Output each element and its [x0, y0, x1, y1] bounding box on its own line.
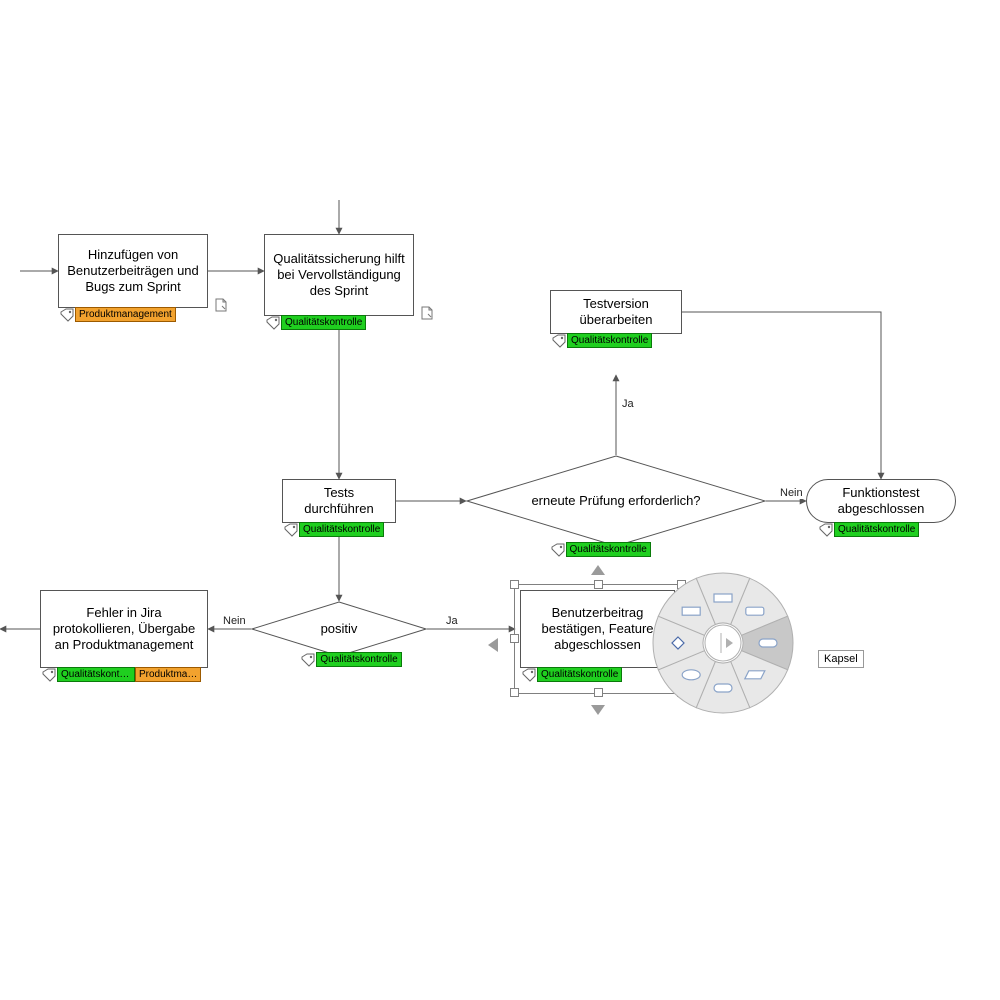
tag-quality: Qualitätskontrolle [316, 652, 401, 667]
tag-row: QualitätskontrolleProduktma… [41, 667, 208, 682]
selection-handle[interactable] [510, 580, 519, 589]
tag-row: Produktmanagement [59, 307, 208, 322]
tag-icon [818, 523, 834, 537]
tag-quality: Qualitätskontrolle [834, 522, 919, 537]
selection-handle[interactable] [594, 580, 603, 589]
tag-row: Qualitätskontrolle [551, 333, 682, 348]
edge-label-no: Nein [221, 615, 248, 627]
node-n4[interactable]: Testversion überarbeitenQualitätskontrol… [550, 290, 682, 348]
radial-mini-ellipse-icon [682, 670, 700, 680]
tag-quality: Qualitätskontrolle [281, 315, 366, 330]
tag-icon [41, 668, 57, 682]
radial-mini-rect-icon [714, 594, 732, 602]
radial-mini-capsule2-icon [714, 684, 732, 692]
tag-quality: Qualitätskontrolle [567, 333, 652, 348]
selection-handle[interactable] [594, 688, 603, 697]
node-n2[interactable]: Qualitätssicherung hilft bei Vervollstän… [264, 234, 414, 330]
tag-icon [300, 653, 316, 667]
terminator-c1[interactable]: Funktionstest abgeschlossenQualitätskont… [806, 479, 956, 537]
tag-row: Qualitätskontrolle [265, 315, 414, 330]
node-n5[interactable]: Fehler in Jira protokollieren, Übergabe … [40, 590, 208, 682]
tag-quality: Qualitätskontrolle [299, 522, 384, 537]
edge [682, 312, 881, 479]
node-n1[interactable]: Hinzufügen von Benutzerbeiträgen und Bug… [58, 234, 208, 322]
decision-label: erneute Prüfung erforderlich? [466, 455, 766, 547]
tag-icon [265, 316, 281, 330]
diagram-canvas: Hinzufügen von Benutzerbeiträgen und Bug… [0, 0, 1000, 1000]
decision-d1[interactable]: erneute Prüfung erforderlich? [466, 455, 766, 547]
node-box: Testversion überarbeiten [550, 290, 682, 334]
node-box: Tests durchführen [282, 479, 396, 523]
tag-icon [283, 523, 299, 537]
edge-label-yes: Ja [444, 615, 460, 627]
node-n3[interactable]: Tests durchführenQualitätskontrolle [282, 479, 396, 537]
edge-label-no: Nein [778, 487, 805, 499]
radial-mini-capsule-icon [759, 639, 777, 647]
radial-mini-rect2-icon [682, 607, 700, 615]
terminator-box: Funktionstest abgeschlossen [806, 479, 956, 523]
tag-product: Produktmanagement [75, 307, 176, 322]
shape-tooltip: Kapsel [818, 650, 864, 668]
note-icon[interactable] [420, 306, 434, 320]
tag-row: Qualitätskontrolle [550, 542, 651, 557]
shape-picker-radial-menu[interactable] [628, 568, 818, 718]
node-box: Fehler in Jira protokollieren, Übergabe … [40, 590, 208, 668]
selection-arrow[interactable] [591, 705, 605, 715]
tag-icon [551, 334, 567, 348]
selection-arrow[interactable] [591, 565, 605, 575]
radial-mini-roundrect-icon [746, 607, 764, 615]
tag-quality: Qualitätskontrolle [566, 542, 651, 557]
node-box: Qualitätssicherung hilft bei Vervollstän… [264, 234, 414, 316]
radial-mini-parallelogram-icon [745, 671, 765, 679]
tag-icon [59, 308, 75, 322]
edge-label-yes: Ja [620, 398, 636, 410]
decision-d2[interactable]: positiv [251, 601, 427, 657]
node-box: Hinzufügen von Benutzerbeiträgen und Bug… [58, 234, 208, 308]
note-icon[interactable] [214, 298, 228, 312]
tag-row: Qualitätskontrolle [300, 652, 401, 667]
tag-row: Qualitätskontrolle [818, 522, 956, 537]
tag-icon [550, 543, 566, 557]
tag-row: Qualitätskontrolle [283, 522, 396, 537]
tag-quality: Qualitätskontrolle [57, 667, 135, 682]
selection-handle[interactable] [510, 688, 519, 697]
selection-arrow[interactable] [488, 638, 498, 652]
selection-handle[interactable] [510, 634, 519, 643]
decision-label: positiv [251, 601, 427, 657]
tag-product_short: Produktma… [135, 667, 201, 682]
